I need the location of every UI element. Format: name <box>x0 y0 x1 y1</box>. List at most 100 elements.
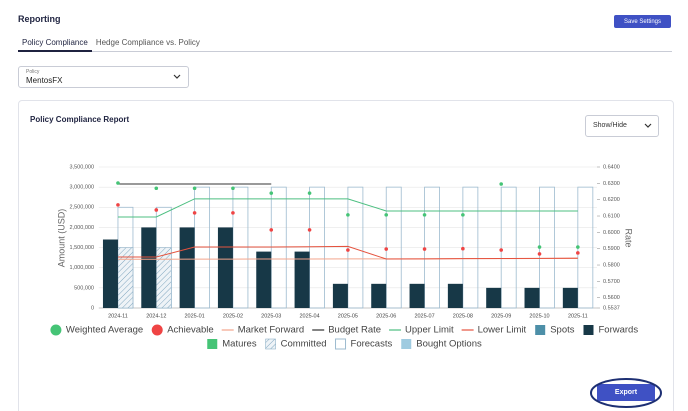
legend-label: Weighted Average <box>66 325 143 336</box>
line <box>117 245 578 260</box>
bar <box>217 227 233 308</box>
legend-label: Market Forward <box>238 325 305 336</box>
legend-item: Achievable <box>151 324 214 336</box>
x-tick-label: 2025-11 <box>568 313 588 319</box>
point <box>499 248 503 252</box>
bar <box>347 186 364 309</box>
y-tick-label: 500,000 <box>74 285 94 291</box>
card-title: Policy Compliance Report <box>30 115 130 124</box>
bar <box>294 251 310 308</box>
y2-tick-label: 0.6300 <box>603 181 620 187</box>
export-button[interactable]: Export <box>597 384 655 401</box>
show-hide-dropdown[interactable]: Show/Hide <box>585 115 659 137</box>
legend-item: Weighted Average <box>50 324 143 336</box>
point <box>461 213 465 217</box>
y-axis-label: Amount (USD) <box>56 209 66 268</box>
select-label: Policy <box>26 69 40 75</box>
legend-item: Upper Limit <box>389 325 454 336</box>
x-tick-label: 2024-11 <box>108 313 128 319</box>
tabs: Policy Compliance Hedge Compliance vs. P… <box>18 38 672 52</box>
tab[interactable]: Hedge Compliance vs. Policy <box>95 38 200 47</box>
bar <box>524 287 540 308</box>
point <box>231 211 235 215</box>
bar <box>409 283 425 308</box>
line <box>117 198 578 218</box>
point <box>116 181 120 185</box>
point <box>576 245 580 249</box>
y2-axis-label: Rate <box>624 228 634 247</box>
x-tick-label: 2025-07 <box>414 313 434 319</box>
save-settings-button[interactable]: Save Settings <box>614 15 671 28</box>
point <box>537 252 542 256</box>
point <box>384 247 389 251</box>
bar <box>179 227 195 308</box>
bar <box>102 239 118 308</box>
legend-marker <box>401 339 412 349</box>
legend-item: Spots <box>535 325 575 336</box>
policy-select[interactable]: Policy MentosFX <box>18 66 189 88</box>
y2-tick-label: 0.5800 <box>603 262 620 268</box>
bar <box>562 287 578 308</box>
point <box>307 191 312 195</box>
legend-marker <box>50 324 62 336</box>
bar <box>447 283 463 308</box>
x-tick-label: 2025-01 <box>185 313 205 319</box>
y2-tick-label: 0.5537 <box>603 305 620 311</box>
legend-row: Matures Committed Forecasts Bought Options <box>207 338 482 350</box>
legend-item: Lower Limit <box>461 325 527 336</box>
y2-tick-label: 0.6200 <box>603 197 620 203</box>
legend-label: Achievable <box>167 325 213 336</box>
point <box>307 228 312 232</box>
legend-item: Forecasts <box>335 338 393 350</box>
legend-label: Matures <box>222 339 257 350</box>
y2-tick-label: 0.6100 <box>603 213 620 219</box>
legend-item: Committed <box>265 338 327 350</box>
point <box>269 228 274 232</box>
legend-item: Market Forward <box>221 325 305 336</box>
bar <box>332 283 348 308</box>
legend-label: Lower Limit <box>478 325 527 336</box>
tab[interactable]: Policy Compliance <box>18 38 92 52</box>
legend-label: Forecasts <box>351 339 393 350</box>
y-tick-label: 1,500,000 <box>70 245 94 251</box>
legend-label: Forwards <box>598 325 638 336</box>
bar <box>309 186 325 309</box>
legend-label: Spots <box>550 325 575 336</box>
x-tick-label: 2025-03 <box>261 313 281 319</box>
x-tick-label: 2025-05 <box>338 313 358 319</box>
bar <box>270 186 287 309</box>
x-tick-label: 2024-12 <box>146 313 166 319</box>
legend-label: Budget Rate <box>328 325 381 336</box>
point <box>154 208 159 212</box>
point <box>384 213 389 217</box>
legend-marker <box>583 325 594 335</box>
x-tick-label: 2025-04 <box>299 313 319 319</box>
point <box>346 213 350 217</box>
legend-marker <box>207 339 218 349</box>
y-tick-label: 2,500,000 <box>70 205 94 211</box>
y-tick-label: 2,000,000 <box>70 225 94 231</box>
page-title: Reporting <box>18 14 61 24</box>
point <box>576 251 580 255</box>
bar <box>500 186 517 309</box>
legend-item: Bought Options <box>401 339 482 350</box>
x-tick-label: 2025-02 <box>223 313 243 319</box>
point <box>269 191 274 195</box>
point <box>192 211 197 215</box>
y-tick-label: 3,000,000 <box>70 185 94 191</box>
legend-row: Weighted Average Achievable Market Forward… <box>50 324 638 336</box>
legend-item: Forwards <box>583 325 638 336</box>
legend-item: Budget Rate <box>312 325 381 336</box>
point <box>116 203 120 207</box>
legend-marker <box>335 338 347 350</box>
y2-tick-label: 0.5900 <box>603 246 620 252</box>
legend-label: Committed <box>281 339 327 350</box>
point <box>499 182 503 186</box>
point <box>422 247 427 251</box>
y2-tick-label: 0.5700 <box>603 279 620 285</box>
y-tick-label: 1,000,000 <box>70 265 94 271</box>
y2-tick-label: 0.6400 <box>603 164 620 170</box>
chevron <box>644 123 652 128</box>
legend-marker <box>265 338 276 350</box>
